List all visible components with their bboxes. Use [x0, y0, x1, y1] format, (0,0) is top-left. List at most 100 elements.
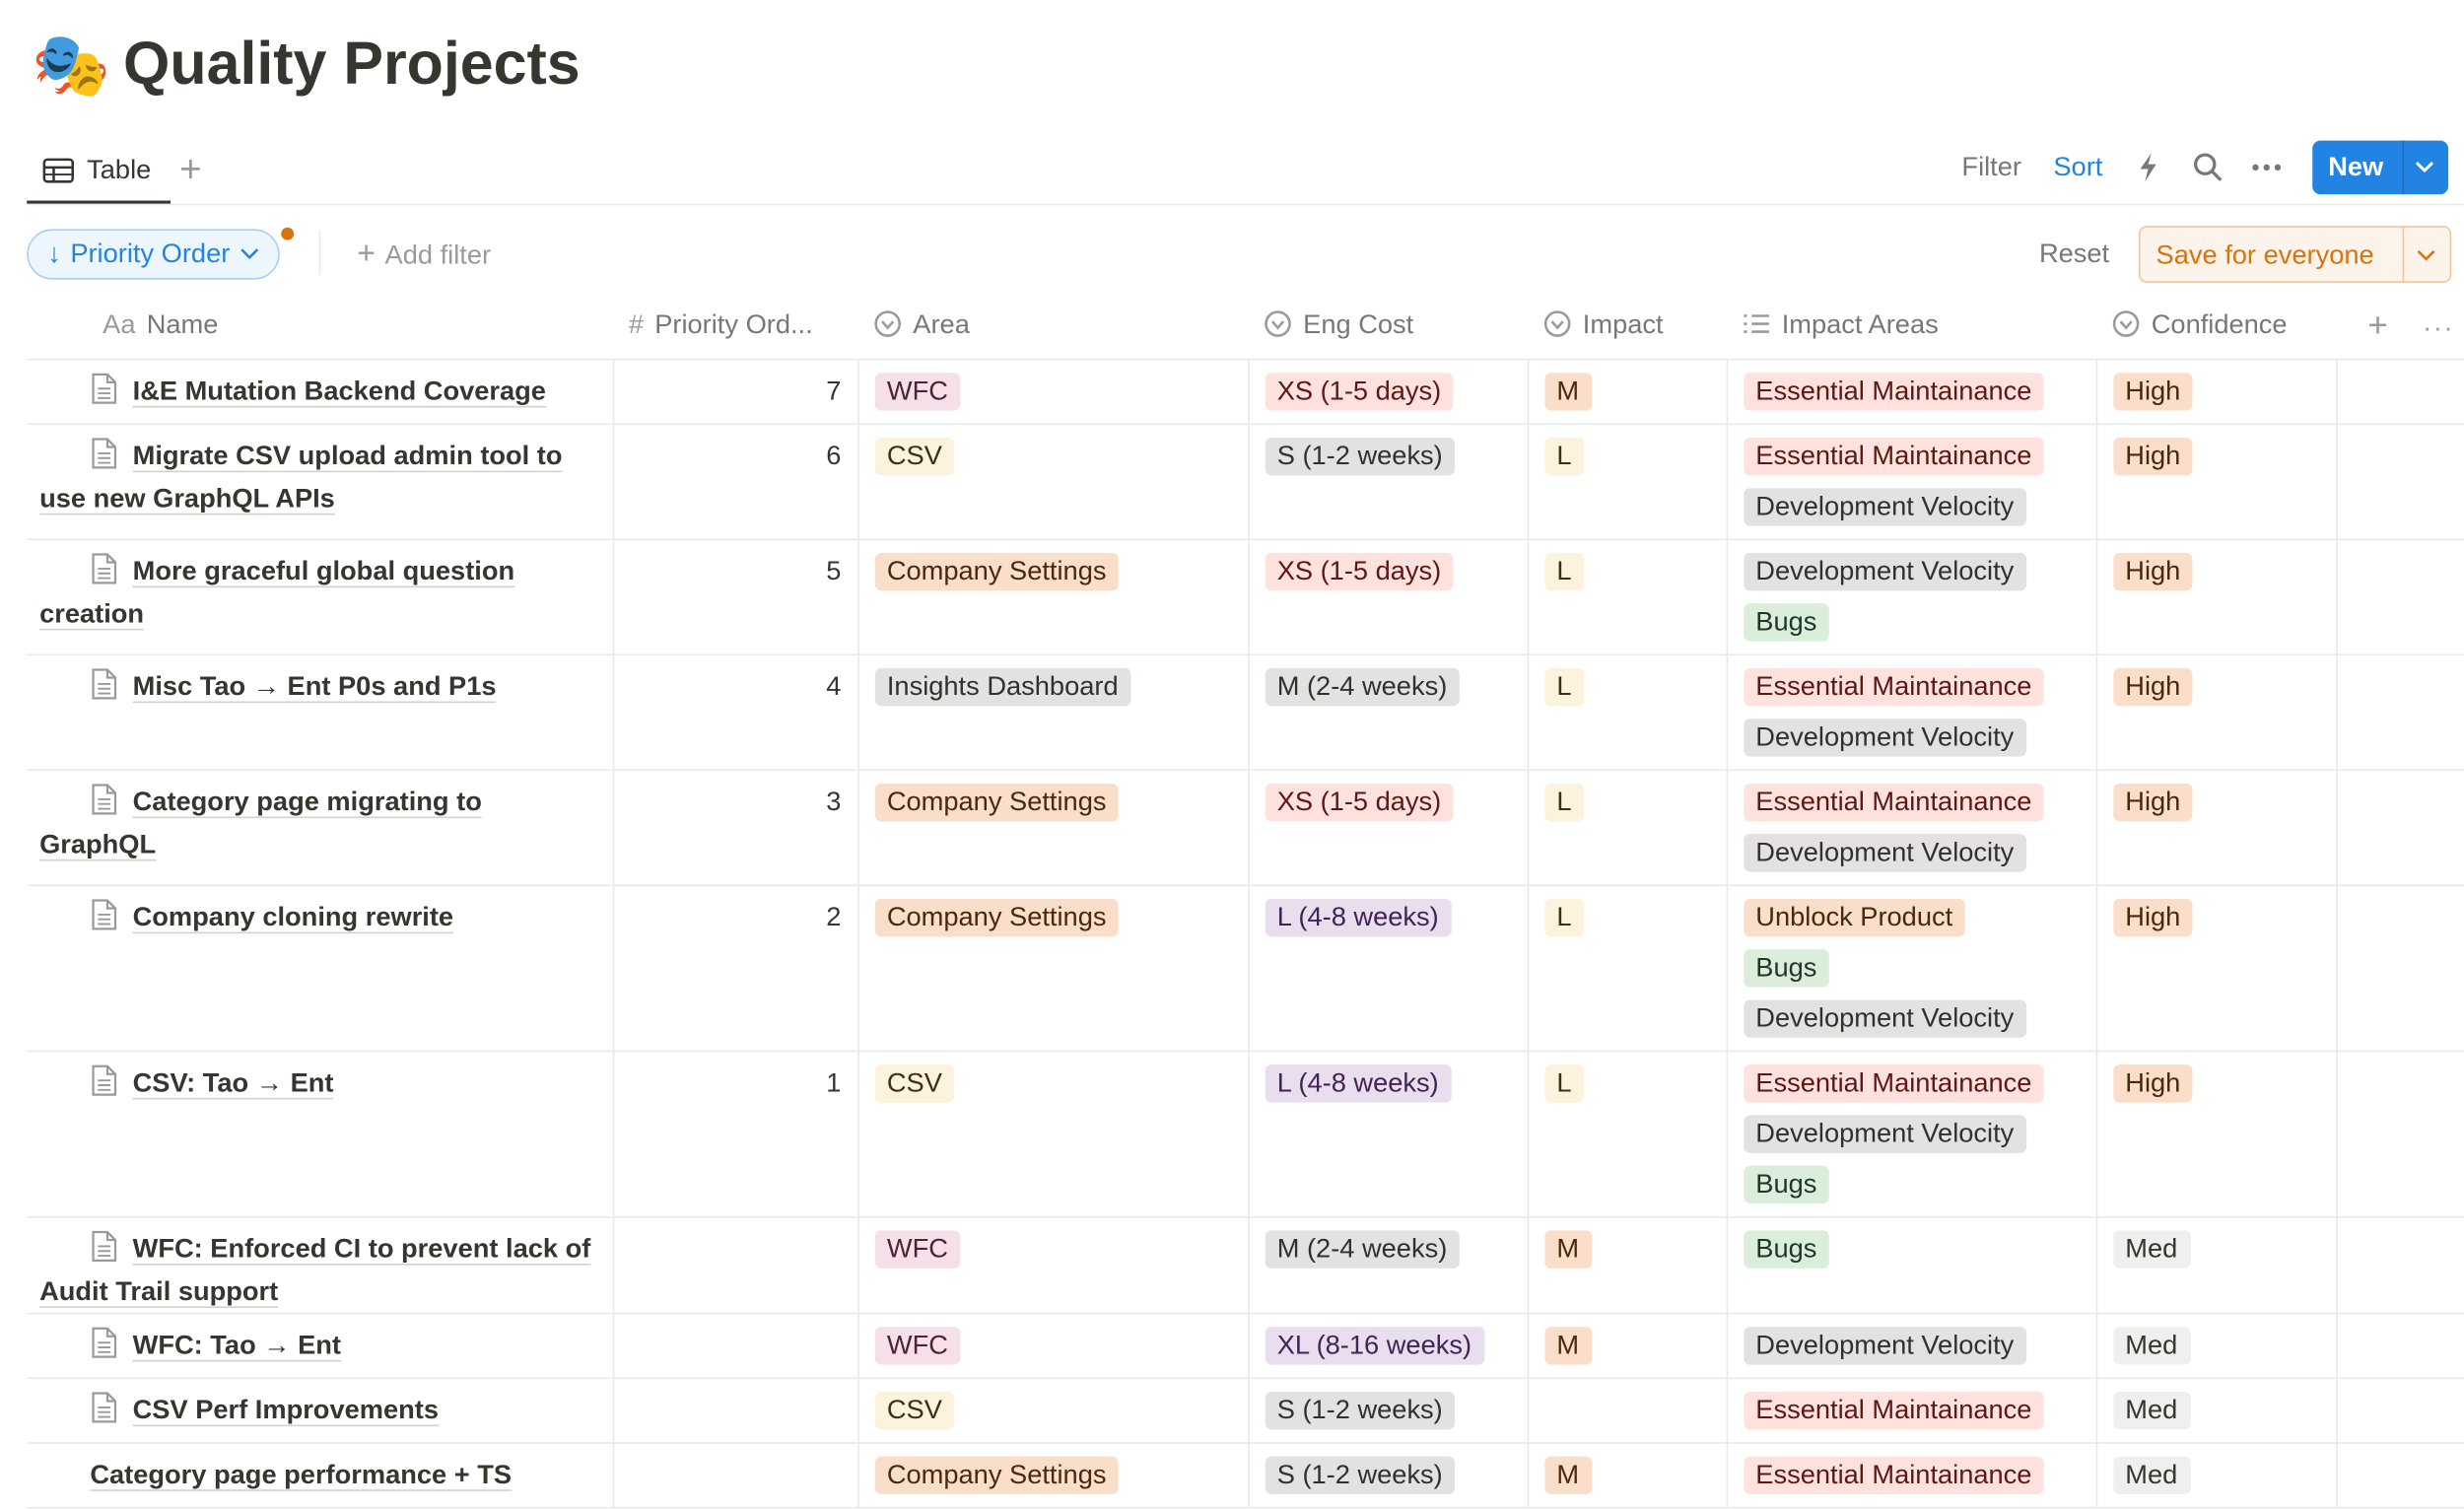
row-title[interactable]: CSV Perf Improvements [132, 1395, 440, 1427]
cost-cell: XL (8-16 weeks) [1248, 1313, 1529, 1380]
tag: Development Velocity [1743, 488, 2027, 526]
row-title[interactable]: CSV: Tao → Ent [132, 1067, 334, 1100]
tag: High [2112, 373, 2194, 411]
table-row[interactable]: More graceful global question creation 5 C… [27, 539, 2464, 656]
tag: Development Velocity [1743, 552, 2027, 591]
table-row[interactable]: Category page migrating to GraphQL 3 Compa… [27, 770, 2464, 887]
add-filter[interactable]: + Add filter [357, 237, 492, 272]
change-dot [281, 227, 295, 240]
priority-cell: 7 [612, 359, 859, 426]
property-icon: Aa [103, 309, 136, 340]
property-icon: # [628, 309, 645, 340]
column-header[interactable]: Eng Cost [1248, 292, 1528, 361]
row-title[interactable]: Company cloning rewrite [132, 902, 454, 934]
tag: Bugs [1743, 1165, 1830, 1204]
search-icon[interactable] [2192, 152, 2224, 183]
column-header[interactable]: Confidence [2095, 292, 2337, 361]
area-cell: CSV [857, 1051, 1249, 1218]
more-icon[interactable] [2251, 163, 2283, 172]
table-row[interactable]: I&E Mutation Backend Coverage 7 WFC XS (1-5… [27, 359, 2464, 426]
column-header[interactable]: Area [857, 292, 1249, 361]
name: Category page performance + TS [90, 1453, 596, 1495]
row-title[interactable]: I&E Mutation Backend Coverage [132, 376, 546, 408]
tag: CSV [874, 1391, 955, 1430]
empty-cell [2336, 1442, 2464, 1509]
add-filter-label: Add filter [384, 240, 492, 271]
impact-areas-cell: Essential Maintainance [1726, 1378, 2097, 1444]
priority-cell [612, 1442, 859, 1509]
view-tab[interactable]: Table + [42, 148, 202, 193]
table-icon [42, 158, 75, 183]
impact-cell: M [1527, 1313, 1728, 1380]
add-view[interactable]: + [179, 148, 202, 191]
sort-chip-label: Priority Order [70, 238, 231, 269]
name: Migrate CSV upload admin tool to use new… [39, 435, 596, 520]
tag: L [1543, 437, 1585, 476]
priority-cell: 4 [612, 654, 859, 772]
name-cell: More graceful global question creation [27, 539, 614, 656]
column-header[interactable]: # Priority Ord... [612, 292, 858, 361]
tag: High [2112, 1064, 2194, 1103]
name-cell: Category page migrating to GraphQL [27, 770, 614, 887]
confidence-cell: High [2095, 539, 2338, 656]
confidence-cell: Med [2095, 1442, 2338, 1509]
sort-button[interactable]: Sort [2053, 151, 2103, 182]
confidence-cell: Med [2095, 1378, 2338, 1444]
tag: Development Velocity [1743, 719, 2027, 757]
impact-areas-cell: Bugs [1726, 1216, 2097, 1315]
cost-cell: XS (1-5 days) [1248, 770, 1529, 887]
filter-button[interactable]: Filter [1961, 151, 2021, 182]
column-header[interactable]: Aa Name [27, 292, 613, 361]
row-title[interactable]: WFC: Tao → Ent [132, 1330, 341, 1362]
reset-button[interactable]: Reset [2038, 238, 2110, 269]
column-header[interactable]: Impact Areas [1726, 292, 2096, 361]
table-row[interactable]: CSV Perf Improvements CSV S (1-2 weeks) Ess… [27, 1378, 2464, 1444]
save-button[interactable]: Save for everyone [2138, 226, 2452, 283]
table-row[interactable]: WFC: Tao → Ent WFC XL (8-16 weeks) M Develop… [27, 1313, 2464, 1380]
impact-cell: L [1527, 770, 1728, 887]
automation-icon[interactable] [2136, 152, 2161, 183]
chevron [240, 248, 258, 260]
confidence-cell: High [2095, 885, 2338, 1053]
row-title[interactable]: Misc Tao → Ent P0s and P1s [132, 671, 497, 704]
chevron[interactable] [2417, 249, 2435, 262]
table-row[interactable]: WFC: Enforced CI to prevent lack of Audi… [27, 1216, 2464, 1315]
tag: CSV [874, 437, 955, 476]
table-row[interactable]: Misc Tao → Ent P0s and P1s 4 Insights Dash… [27, 654, 2464, 772]
table-row[interactable]: Migrate CSV upload admin tool to use new… [27, 424, 2464, 541]
sort-chip[interactable]: ↓ Priority Order [27, 229, 279, 280]
table-row[interactable]: Category page performance + TS Company Se… [27, 1442, 2464, 1509]
impact-areas-cell: Development Velocity Bugs [1726, 539, 2097, 656]
column-header[interactable]: Impact [1527, 292, 1727, 361]
empty-cell [2336, 770, 2464, 887]
priority-cell: 3 [612, 770, 859, 887]
new-button[interactable]: New [2312, 140, 2449, 195]
divider [2402, 227, 2405, 282]
priority-cell: 6 [612, 424, 859, 541]
tag-list: Essential Maintainance Development Veloci… [1743, 783, 2079, 885]
table-row[interactable]: Company cloning rewrite 2 Company Settings… [27, 885, 2464, 1053]
cost-cell: XS (1-5 days) [1248, 539, 1529, 656]
chevron[interactable] [2415, 161, 2434, 173]
row-title[interactable]: More graceful global question creation [39, 556, 515, 631]
page-icon: 🎭 [32, 32, 110, 102]
row-title[interactable]: Category page migrating to GraphQL [39, 787, 482, 861]
impact-areas-cell: Essential Maintainance Development Veloci… [1726, 770, 2097, 887]
row-title[interactable]: Category page performance + TS [90, 1459, 513, 1491]
empty-cell [2336, 539, 2464, 656]
column-name: Impact Areas [1781, 309, 1939, 340]
cost-cell: XS (1-5 days) [1248, 359, 1529, 426]
impact-areas-cell: Essential Maintainance Development Veloci… [1726, 424, 2097, 541]
row-title[interactable]: WFC: Enforced CI to prevent lack of Audi… [39, 1233, 591, 1308]
doc-icon [92, 553, 117, 584]
tag: Development Velocity [1743, 999, 2027, 1038]
impact-cell: M [1527, 1216, 1728, 1315]
row-title[interactable]: Migrate CSV upload admin tool to use new… [39, 441, 563, 515]
impact-areas-cell: Unblock Product Bugs Development Velocity [1726, 885, 2097, 1053]
page-title: Quality Projects [123, 32, 581, 99]
name: I&E Mutation Backend Coverage [39, 370, 596, 412]
column-actions[interactable]: + ··· [2336, 292, 2464, 361]
table-row[interactable]: CSV: Tao → Ent 1 CSV L (4-8 weeks) L Essentia… [27, 1051, 2464, 1218]
divider [318, 230, 321, 275]
tag: Unblock Product [1743, 898, 1966, 937]
